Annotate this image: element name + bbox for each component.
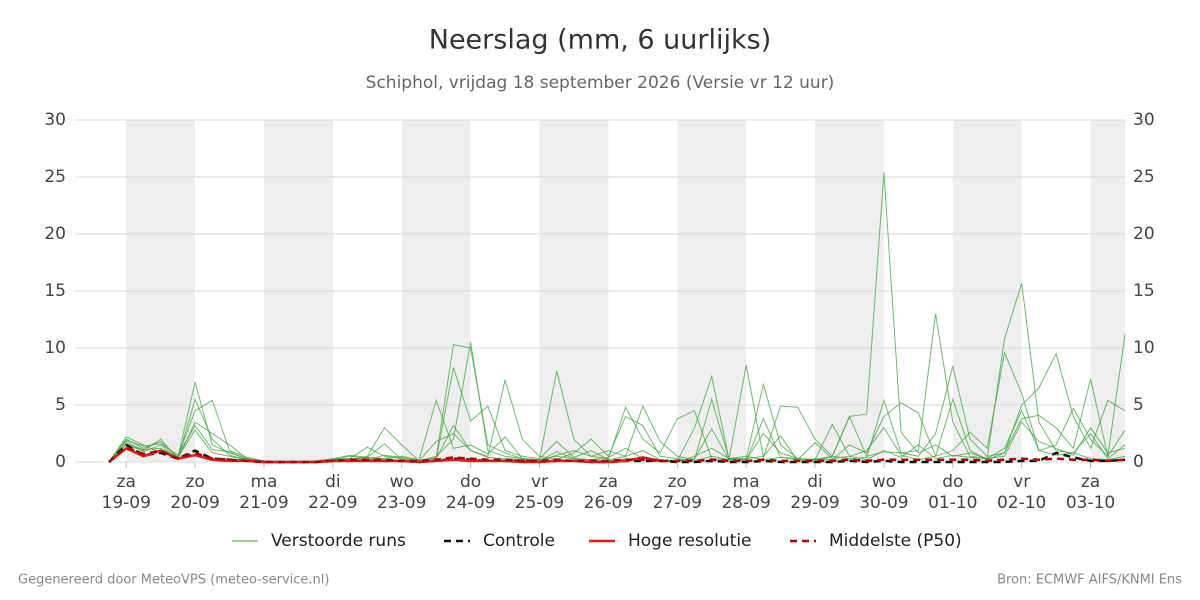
x-tick-label: 30-09 bbox=[859, 493, 908, 513]
y-tick-label: 30 bbox=[44, 110, 66, 130]
x-tick-label: wo bbox=[390, 472, 414, 492]
y-tick-label: 25 bbox=[44, 167, 66, 187]
x-tick-label: 25-09 bbox=[515, 493, 564, 513]
x-tick-label: 21-09 bbox=[239, 493, 288, 513]
legend-label: Hoge resolutie bbox=[628, 531, 752, 551]
y-tick-label-right: 10 bbox=[1133, 338, 1155, 358]
x-tick-label: di bbox=[807, 472, 823, 492]
y-tick-label-right: 5 bbox=[1133, 395, 1144, 415]
x-tick-label: za bbox=[1081, 472, 1100, 492]
x-tick-label: 02-10 bbox=[997, 493, 1046, 513]
x-tick-label: do bbox=[460, 472, 481, 492]
chart-subtitle: Schiphol, vrijdag 18 september 2026 (Ver… bbox=[366, 73, 835, 93]
legend-label: Middelste (P50) bbox=[829, 531, 962, 551]
series-line bbox=[108, 445, 1126, 464]
x-tick-label: 23-09 bbox=[377, 493, 426, 513]
x-tick-label: 22-09 bbox=[308, 493, 357, 513]
y-tick-label-right: 30 bbox=[1133, 110, 1155, 130]
x-tick-label: 26-09 bbox=[584, 493, 633, 513]
y-tick-label-right: 25 bbox=[1133, 167, 1155, 187]
x-tick-label: za bbox=[599, 472, 618, 492]
x-tick-label: vr bbox=[531, 472, 548, 492]
x-tick-label: 29-09 bbox=[790, 493, 839, 513]
legend-label: Verstoorde runs bbox=[271, 531, 406, 551]
x-tick-label: 27-09 bbox=[653, 493, 702, 513]
x-tick-label: do bbox=[942, 472, 963, 492]
x-tick-label: 28-09 bbox=[721, 493, 770, 513]
y-tick-label: 15 bbox=[44, 281, 66, 301]
x-tick-label: 19-09 bbox=[102, 493, 151, 513]
x-tick-label: wo bbox=[872, 472, 896, 492]
footer-left: Gegenereerd door MeteoVPS (meteo-service… bbox=[18, 573, 329, 588]
x-tick-label: 24-09 bbox=[446, 493, 495, 513]
y-tick-label-right: 0 bbox=[1133, 452, 1144, 472]
chart-title: Neerslag (mm, 6 uurlijks) bbox=[429, 25, 771, 56]
background-layer bbox=[75, 119, 1125, 468]
y-tick-label-right: 15 bbox=[1133, 281, 1155, 301]
y-tick-label: 20 bbox=[44, 224, 66, 244]
plot-layer bbox=[108, 172, 1126, 464]
x-tick-label: zo bbox=[185, 472, 204, 492]
x-tick-label: za bbox=[117, 472, 136, 492]
x-tick-label: di bbox=[325, 472, 341, 492]
y-tick-label: 5 bbox=[55, 395, 66, 415]
x-tick-label: 20-09 bbox=[170, 493, 219, 513]
x-tick-label: 01-10 bbox=[928, 493, 977, 513]
y-tick-label: 0 bbox=[55, 452, 66, 472]
x-tick-label: ma bbox=[250, 472, 277, 492]
legend-label: Controle bbox=[483, 531, 555, 551]
x-tick-label: 03-10 bbox=[1066, 493, 1115, 513]
x-tick-label: ma bbox=[733, 472, 760, 492]
x-tick-label: vr bbox=[1013, 472, 1030, 492]
y-tick-label-right: 20 bbox=[1133, 224, 1155, 244]
x-tick-label: zo bbox=[668, 472, 687, 492]
footer-right: Bron: ECMWF AIFS/KNMI Ens bbox=[997, 573, 1182, 588]
y-tick-label: 10 bbox=[44, 338, 66, 358]
